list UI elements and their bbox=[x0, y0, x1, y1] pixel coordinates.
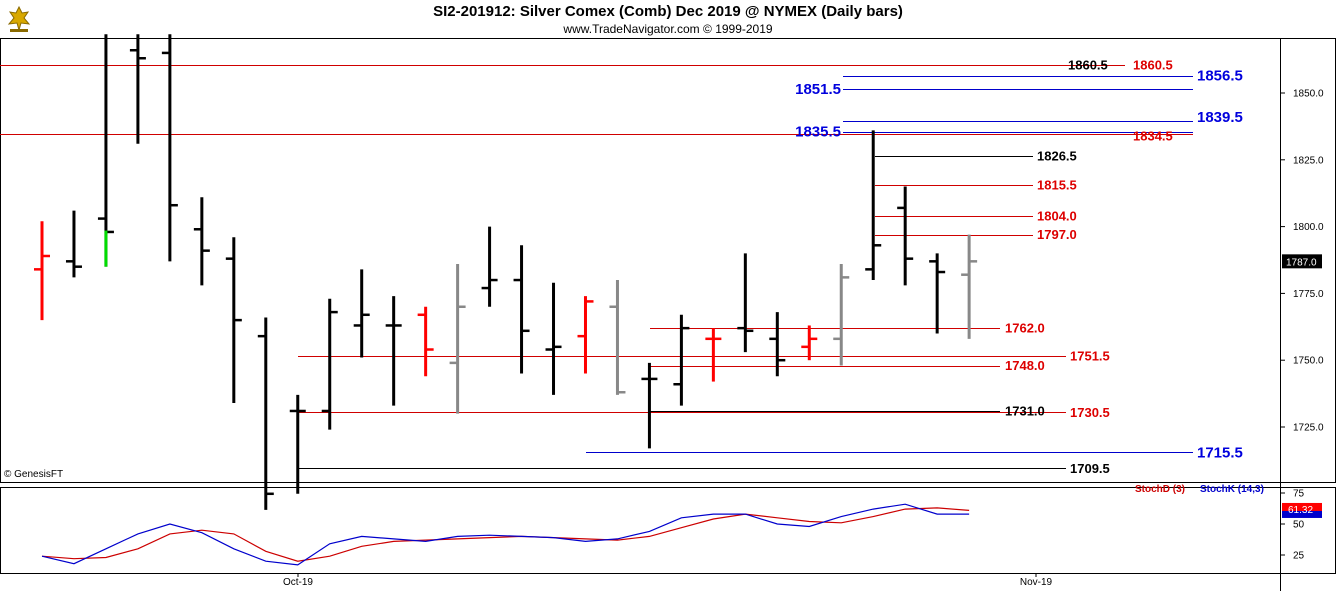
ohlc-bar bbox=[97, 34, 114, 267]
ohlc-bar bbox=[641, 362, 658, 449]
ohlc-bar bbox=[417, 306, 434, 377]
ohlc-bar bbox=[353, 269, 370, 358]
stoch-axis-tick-label: 25 bbox=[1293, 551, 1305, 562]
ohlc-bar bbox=[801, 325, 818, 361]
last-price-tag-box bbox=[1282, 254, 1322, 269]
stoch-axis-tick-label: 50 bbox=[1293, 520, 1305, 531]
ohlc-bar bbox=[257, 317, 274, 510]
ohlc-bar bbox=[609, 280, 626, 395]
level-label-1751.5: 1751.5 bbox=[1070, 349, 1110, 364]
price-axis-tick-label: 1750.0 bbox=[1293, 356, 1324, 367]
ohlc-bar bbox=[65, 210, 82, 278]
stoch-k-line bbox=[41, 503, 970, 566]
ohlc-bar bbox=[769, 312, 786, 377]
chart-title: SI2-201912: Silver Comex (Comb) Dec 2019… bbox=[433, 3, 903, 20]
ohlc-bar bbox=[577, 296, 594, 374]
level-label-1839.5: 1839.5 bbox=[1197, 109, 1243, 126]
ohlc-bar bbox=[34, 221, 50, 321]
ohlc-bar bbox=[385, 296, 402, 406]
price-axis-tick-label: 1725.0 bbox=[1293, 423, 1324, 434]
ohlc-bar bbox=[161, 34, 178, 262]
legend-stoch-k: StochK (14,3) bbox=[1200, 484, 1264, 495]
ohlc-bar bbox=[705, 328, 722, 382]
level-label-1804.0: 1804.0 bbox=[1037, 208, 1077, 223]
level-label-1860.5: 1860.5 bbox=[1068, 57, 1108, 72]
level-label-1762.0: 1762.0 bbox=[1005, 321, 1045, 336]
price-axis-tick-label: 1825.0 bbox=[1293, 155, 1324, 166]
level-label-1815.5: 1815.5 bbox=[1037, 178, 1077, 193]
level-label-1834.5: 1834.5 bbox=[1133, 128, 1173, 143]
credit-text: © GenesisFT bbox=[4, 469, 64, 480]
ohlc-bar bbox=[321, 298, 338, 430]
level-label-1709.5: 1709.5 bbox=[1070, 461, 1110, 476]
trade-navigator-logo-icon bbox=[4, 4, 34, 34]
level-label-1851.5: 1851.5 bbox=[795, 81, 841, 98]
x-axis-tick-label: Oct-19 bbox=[283, 577, 313, 588]
price-axis-tick-label: 1800.0 bbox=[1293, 222, 1324, 233]
ohlc-bar bbox=[481, 226, 498, 307]
last-price-tag-label: 1787.0 bbox=[1286, 257, 1317, 268]
ohlc-bar bbox=[833, 264, 850, 366]
stoch-value-tag-underlay bbox=[1282, 510, 1322, 518]
level-label-1731.0: 1731.0 bbox=[1005, 403, 1045, 418]
stoch-axis-tick-label: 75 bbox=[1293, 489, 1305, 500]
ohlc-bar bbox=[929, 253, 946, 334]
stoch-d-line bbox=[41, 507, 970, 562]
price-axis-tick-label: 1850.0 bbox=[1293, 89, 1324, 100]
ohlc-bar bbox=[737, 253, 754, 353]
level-label-1797.0: 1797.0 bbox=[1037, 227, 1077, 242]
price-axis-tick-label: 1775.0 bbox=[1293, 289, 1324, 300]
level-label-1748.0: 1748.0 bbox=[1005, 358, 1045, 373]
ohlc-bar bbox=[545, 282, 562, 395]
ohlc-bar bbox=[865, 130, 882, 281]
level-label-1835.5: 1835.5 bbox=[795, 124, 841, 141]
ohlc-bar bbox=[897, 186, 914, 286]
legend-stoch-d: StochD (3) bbox=[1135, 484, 1185, 495]
ohlc-bar bbox=[193, 197, 210, 286]
ohlc-bar bbox=[449, 264, 466, 414]
level-label-1856.5: 1856.5 bbox=[1197, 68, 1243, 85]
ohlc-bar bbox=[129, 34, 146, 144]
stoch-value-tag-label: 61.32 bbox=[1288, 505, 1313, 516]
x-axis-tick-label: Nov-19 bbox=[1020, 577, 1053, 588]
level-label-1826.5: 1826.5 bbox=[1037, 148, 1077, 163]
chart-header: SI2-201912: Silver Comex (Comb) Dec 2019… bbox=[0, 0, 1336, 38]
level-label-1730.5: 1730.5 bbox=[1070, 405, 1110, 420]
chart-subtitle: www.TradeNavigator.com © 1999-2019 bbox=[563, 22, 773, 36]
ohlc-bar bbox=[673, 314, 690, 406]
ohlc-bar bbox=[513, 245, 530, 374]
ohlc-bar bbox=[961, 234, 978, 339]
ohlc-bar bbox=[225, 237, 242, 403]
level-label-1715.5: 1715.5 bbox=[1197, 444, 1243, 461]
level-label-1860.5: 1860.5 bbox=[1133, 57, 1173, 72]
ohlc-bar bbox=[289, 394, 306, 494]
